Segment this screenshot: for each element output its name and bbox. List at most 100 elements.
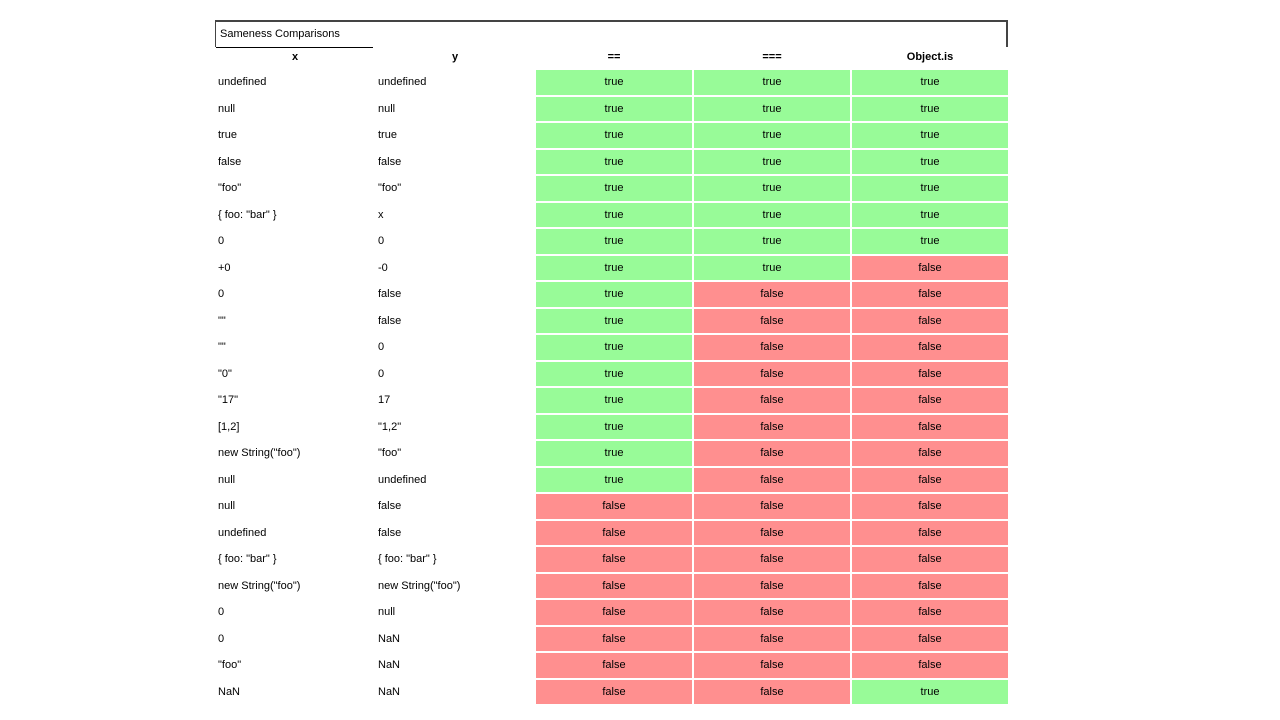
cell-strict-equality: false	[694, 494, 850, 519]
cell-x: [1,2]	[218, 420, 240, 433]
cell-loose-equality: false	[536, 520, 692, 545]
cell-loose-equality: true	[536, 388, 692, 413]
cell-y: undefined	[378, 473, 427, 486]
cell-x: null	[218, 500, 236, 513]
cell-y: null	[378, 102, 396, 115]
cell-loose-equality: true	[536, 229, 692, 254]
cell-loose-equality: true	[536, 202, 692, 227]
cell-y: 0	[378, 235, 385, 248]
cell-loose-equality: false	[536, 547, 692, 572]
cell-y: 0	[378, 341, 385, 354]
table-row: null null true true true	[216, 96, 1008, 121]
cell-object-is: true	[852, 679, 1008, 704]
cell-strict-equality: true	[694, 202, 850, 227]
table-row: "foo" NaN false false false	[216, 653, 1008, 678]
table-row: false false true true true	[216, 149, 1008, 174]
cell-strict-equality: true	[694, 255, 850, 280]
cell-loose-equality: true	[536, 467, 692, 492]
table-row: { foo: "bar" } x true true true	[216, 202, 1008, 227]
table-row: undefined undefined true true true	[216, 70, 1008, 95]
cell-loose-equality: false	[536, 653, 692, 678]
cell-object-is: false	[852, 494, 1008, 519]
cell-object-is: false	[852, 573, 1008, 598]
cell-x: false	[218, 155, 242, 168]
cell-y: false	[378, 288, 402, 301]
cell-x: 0	[218, 606, 225, 619]
cell-loose-equality: true	[536, 335, 692, 360]
cell-object-is: false	[852, 626, 1008, 651]
cell-strict-equality: false	[694, 282, 850, 307]
cell-strict-equality: true	[694, 149, 850, 174]
cell-x: { foo: "bar" }	[218, 208, 277, 221]
table-row: 0 null false false false	[216, 600, 1008, 625]
cell-strict-equality: true	[694, 176, 850, 201]
cell-object-is: false	[852, 361, 1008, 386]
cell-strict-equality: false	[694, 547, 850, 572]
cell-y: false	[378, 500, 402, 513]
table-row: null undefined true false false	[216, 467, 1008, 492]
table-row: null false false false false	[216, 494, 1008, 519]
cell-strict-equality: true	[694, 229, 850, 254]
cell-loose-equality: false	[536, 600, 692, 625]
cell-strict-equality: false	[694, 308, 850, 333]
cell-object-is: false	[852, 255, 1008, 280]
cell-x: 0	[218, 632, 225, 645]
cell-y: new String("foo")	[378, 579, 461, 592]
table-row: 0 NaN false false false	[216, 626, 1008, 651]
table-row: 0 false true false false	[216, 282, 1008, 307]
table-row: [1,2] "1,2" true false false	[216, 414, 1008, 439]
cell-loose-equality: true	[536, 149, 692, 174]
cell-x: "17"	[218, 394, 239, 407]
table-row: { foo: "bar" }{ foo: "bar" } false false fa…	[216, 547, 1008, 572]
table-row: NaN NaN false false true	[216, 679, 1008, 704]
cell-strict-equality: false	[694, 441, 850, 466]
cell-object-is: false	[852, 335, 1008, 360]
cell-loose-equality: true	[536, 308, 692, 333]
cell-strict-equality: false	[694, 414, 850, 439]
table-row: new String("foo") "foo" true false false	[216, 441, 1008, 466]
cell-strict-equality: false	[694, 653, 850, 678]
cell-strict-equality: false	[694, 388, 850, 413]
table-caption: Sameness Comparisons	[216, 22, 373, 48]
cell-x: null	[218, 473, 236, 486]
cell-strict-equality: false	[694, 573, 850, 598]
cell-y: NaN	[378, 632, 401, 645]
cell-y: false	[378, 526, 402, 539]
cell-object-is: false	[852, 520, 1008, 545]
cell-object-is: false	[852, 467, 1008, 492]
cell-loose-equality: false	[536, 494, 692, 519]
cell-strict-equality: false	[694, 679, 850, 704]
table-row: 0 0 true true true	[216, 229, 1008, 254]
cell-object-is: false	[852, 308, 1008, 333]
table-row: undefined false false false false	[216, 520, 1008, 545]
cell-loose-equality: true	[536, 282, 692, 307]
cell-x: undefined	[218, 526, 267, 539]
cell-strict-equality: false	[694, 361, 850, 386]
cell-x: ""	[218, 341, 226, 354]
cell-object-is: false	[852, 388, 1008, 413]
cell-loose-equality: true	[536, 414, 692, 439]
cell-x: true	[218, 129, 237, 142]
cell-loose-equality: true	[536, 123, 692, 148]
cell-y: null	[378, 606, 396, 619]
cell-x: { foo: "bar" }	[218, 553, 277, 566]
cell-y: 0	[378, 367, 385, 380]
sameness-table: x y == === Object.is undefined undefined t…	[214, 44, 1010, 706]
cell-x: "foo"	[218, 182, 242, 195]
cell-y: "foo"	[378, 447, 402, 460]
cell-y: "1,2"	[378, 420, 402, 433]
cell-y: 17	[378, 394, 391, 407]
cell-object-is: false	[852, 653, 1008, 678]
table-row: "17" 17 true false false	[216, 388, 1008, 413]
cell-x: new String("foo")	[218, 447, 301, 460]
table-row: "0" 0 true false false	[216, 361, 1008, 386]
cell-object-is: true	[852, 96, 1008, 121]
cell-y: { foo: "bar" }	[378, 553, 437, 566]
cell-y: "foo"	[378, 182, 402, 195]
header-y: y	[451, 51, 459, 63]
cell-y: false	[378, 314, 402, 327]
cell-loose-equality: false	[536, 679, 692, 704]
cell-object-is: true	[852, 70, 1008, 95]
header-object-is: Object.is	[906, 51, 954, 63]
cell-x: NaN	[218, 685, 241, 698]
